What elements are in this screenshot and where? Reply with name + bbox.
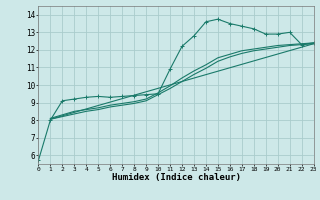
X-axis label: Humidex (Indice chaleur): Humidex (Indice chaleur) xyxy=(111,173,241,182)
